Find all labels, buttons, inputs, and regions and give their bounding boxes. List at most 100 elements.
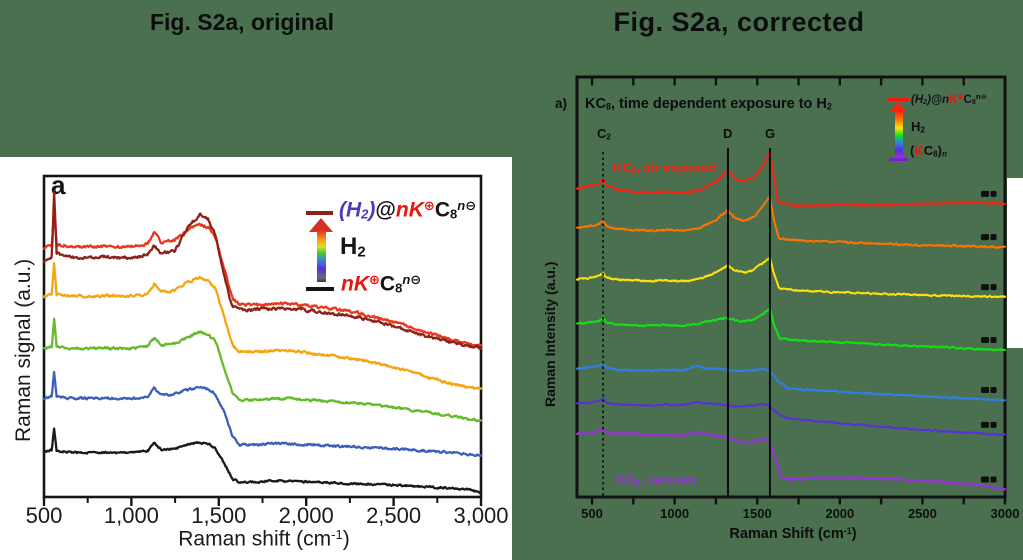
right-y-axis-label: Raman Intensity (a.u.): [542, 261, 558, 407]
right-legend-entry-kc8n: (KC8)n: [910, 143, 947, 158]
curve-label-air-exposed: KC8, air exposed: [613, 160, 716, 175]
left-x-axis-label-exponent: -1: [331, 527, 343, 542]
right-x-tick-1000: 1000: [660, 506, 690, 521]
legend-h2-arrow-subscript: 2: [357, 244, 366, 261]
legend-c-superscript-n: n: [457, 198, 466, 213]
rlegend-h2-close: ): [927, 93, 931, 106]
left-x-tick-3000: 3,000: [453, 503, 509, 528]
peak-label-d-band: D: [723, 126, 733, 141]
h2-exposure-arrow-head: [309, 218, 333, 232]
legend-entry-h2-intercalated: (H2)@nK⊕C8n⊖: [339, 198, 476, 222]
left-x-tick-1000: 1,000: [103, 503, 159, 528]
rlegend-h2-subscript: 2: [923, 98, 928, 107]
curve-end-marker: [990, 234, 997, 241]
right-x-tick-1500: 1500: [742, 506, 772, 521]
legend-entry-pristine: nK⊕C8n⊖: [341, 272, 421, 296]
series-nk-c8n-pristine-black-bottom-: [42, 427, 483, 494]
left-x-axis-label-text: Raman shift (cm: [178, 527, 332, 551]
right-x-tick-500: 500: [581, 506, 603, 521]
right-plot-title: KC8, time dependent exposure to H2: [585, 96, 832, 112]
series--h2-nk-c8n-dark-red-top-: [42, 190, 483, 351]
series-kc8-vacuum-purple-bottom-: [576, 426, 1006, 491]
series-h2-exposure-yellow-: [576, 257, 1006, 299]
right-legend-h2-label: H2: [911, 119, 925, 134]
curve-end-marker: [981, 234, 989, 241]
series-h2-exposure-indigo-: [576, 397, 1006, 436]
legend2-c-superscript-n: n: [402, 272, 411, 287]
right-legend-arrow-head: [889, 102, 907, 112]
curve-end-marker: [990, 337, 997, 343]
legend2-circled-plus: ⊕: [369, 273, 380, 288]
right-legend-entry-h2-intercalated: (H2)@nK⊕C8n⊖: [911, 92, 987, 106]
legend2-nk: nK: [341, 272, 369, 296]
series-h2-exposure-orange-: [576, 196, 1006, 249]
right-x-axis-label-close: ): [851, 526, 857, 543]
left-figure-background: [0, 157, 512, 560]
air-rest: , air exposed: [636, 160, 716, 175]
right-panel-label: a): [555, 96, 568, 111]
rlegend-n: n: [942, 93, 950, 106]
vac-kc-subscript: 8: [635, 478, 641, 488]
rlegend-h2-open: (H: [911, 93, 924, 106]
right-legend-bottom-bar: [889, 157, 908, 161]
curve-label-vacuum: KC8, vacuum: [617, 472, 697, 487]
legend-h2-close: ): [368, 198, 376, 222]
rlegend-h2-sub: 2: [920, 125, 925, 135]
vac-rest: , vacuum: [640, 472, 697, 487]
legend-c: C: [434, 198, 450, 222]
legend-h2-subscript: 2: [361, 206, 369, 222]
legend2-circled-minus: ⊖: [410, 273, 422, 288]
air-kc-subscript: 8: [631, 166, 637, 176]
right-x-tick-3000: 3000: [990, 506, 1020, 521]
peak-c2-subscript: 2: [606, 132, 611, 142]
rlegend-kcn-close: ): [937, 143, 942, 158]
legend-nk: nK: [395, 198, 424, 222]
legend-h2-arrow-label: H2: [340, 233, 366, 261]
h2-exposure-arrow-gradient: [316, 230, 326, 282]
series-kc8-air-exposed-red-top-: [576, 151, 1006, 208]
legend-line-sample-black: [306, 287, 334, 291]
series-h2-exposure-step-green-: [42, 317, 483, 423]
right-legend-top-bar: [888, 98, 909, 101]
legend2-c: C: [379, 272, 396, 296]
figure-title-original: Fig. S2a, original: [149, 9, 335, 35]
curve-end-marker: [990, 284, 997, 291]
partial-white-overlay-box: [1007, 178, 1023, 348]
rlegend-kcn-sub-n: n: [941, 149, 947, 159]
right-title-h-subscript: 2: [826, 101, 832, 112]
peak-c2-text: C: [597, 126, 607, 141]
rlegend-kcn-open: (: [910, 143, 915, 158]
right-x-axis-label-exponent: -1: [843, 526, 852, 536]
rlegend-kcn-k: K: [914, 143, 924, 158]
legend-circled-minus: ⊖: [465, 199, 477, 214]
legend-line-sample-dark-red: [306, 211, 333, 215]
legend2-c-subscript: 8: [395, 280, 403, 296]
rlegend-c: C: [963, 93, 972, 106]
left-x-tick-500: 500: [25, 503, 63, 528]
curve-end-marker: [981, 476, 989, 483]
right-plot: [575, 75, 1007, 505]
right-title-rest: , time dependent exposure to H: [610, 96, 827, 112]
rlegend-c-subscript: 8: [971, 98, 976, 107]
rlegend-circled-plus: ⊕: [957, 92, 964, 101]
right-legend-arrow-gradient: [894, 111, 903, 158]
peak-label-g-band: G: [765, 126, 776, 141]
legend-at-sign: @: [375, 198, 396, 222]
rlegend-h2-text: H: [911, 119, 921, 134]
right-title-kc-subscript: 8: [605, 101, 611, 112]
rlegend-kcn-c: C: [923, 143, 934, 158]
curve-end-marker: [981, 190, 989, 197]
curve-end-marker: [981, 421, 989, 428]
left-x-tick-1500: 1,500: [191, 503, 247, 528]
legend-circled-plus: ⊕: [423, 199, 435, 214]
curve-end-marker: [981, 337, 989, 343]
right-x-axis-label-text: Raman Shift (cm: [729, 526, 844, 543]
series-h2-exposure-step-red-: [42, 214, 483, 348]
rlegend-at-sign: @: [930, 93, 943, 106]
right-plot-frame: [575, 75, 1007, 499]
right-x-tick-2000: 2000: [825, 506, 855, 521]
left-y-axis-label: Raman signal (a.u.): [12, 258, 35, 442]
legend-h2-arrow-text: H: [340, 233, 358, 260]
left-x-tick-2500: 2,500: [366, 503, 422, 528]
curve-end-marker: [990, 190, 997, 197]
